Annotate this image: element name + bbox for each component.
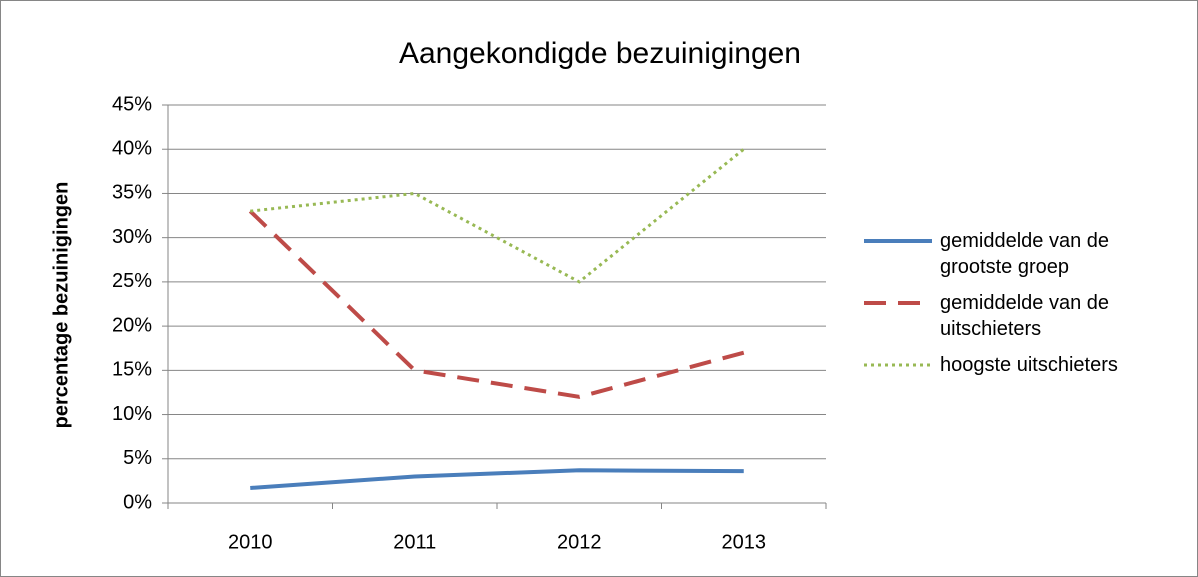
legend-item: gemiddelde van de grootste groep bbox=[860, 228, 1185, 280]
legend-swatch bbox=[864, 363, 932, 367]
legend-label: gemiddelde van de grootste groep bbox=[940, 230, 1110, 278]
y-tick-label: 5% bbox=[123, 447, 152, 469]
legend-item: gemiddelde van de uitschieters bbox=[860, 290, 1185, 342]
x-tick-label: 2010 bbox=[228, 531, 273, 553]
series-line bbox=[250, 148, 745, 284]
y-tick-label: 10% bbox=[112, 403, 152, 425]
legend-swatch bbox=[864, 239, 932, 243]
y-axis-title: percentage bezuinigingen bbox=[50, 182, 72, 429]
series-line bbox=[248, 209, 745, 399]
x-tick-label: 2012 bbox=[557, 531, 602, 553]
y-tick-label: 15% bbox=[112, 359, 152, 381]
y-tick-label: 30% bbox=[112, 226, 152, 248]
y-tick-label: 45% bbox=[112, 93, 152, 115]
x-tick-label: 2011 bbox=[393, 531, 436, 553]
legend-label: gemiddelde van de uitschieters bbox=[940, 292, 1110, 340]
y-tick-label: 0% bbox=[123, 491, 152, 513]
series-line bbox=[250, 468, 744, 490]
legend-label: hoogste uitschieters bbox=[940, 354, 1118, 376]
legend: gemiddelde van de grootste groep gemiddel… bbox=[860, 228, 1190, 388]
legend-item: hoogste uitschieters bbox=[860, 352, 1185, 378]
y-tick-label: 25% bbox=[112, 270, 152, 292]
x-tick-label: 2013 bbox=[722, 531, 767, 553]
y-tick-label: 35% bbox=[112, 182, 152, 204]
y-tick-label: 40% bbox=[112, 138, 152, 160]
chart-title: Aangekondigde bezuinigingen bbox=[399, 37, 801, 70]
y-tick-label: 20% bbox=[112, 314, 152, 336]
legend-swatch bbox=[864, 301, 932, 305]
